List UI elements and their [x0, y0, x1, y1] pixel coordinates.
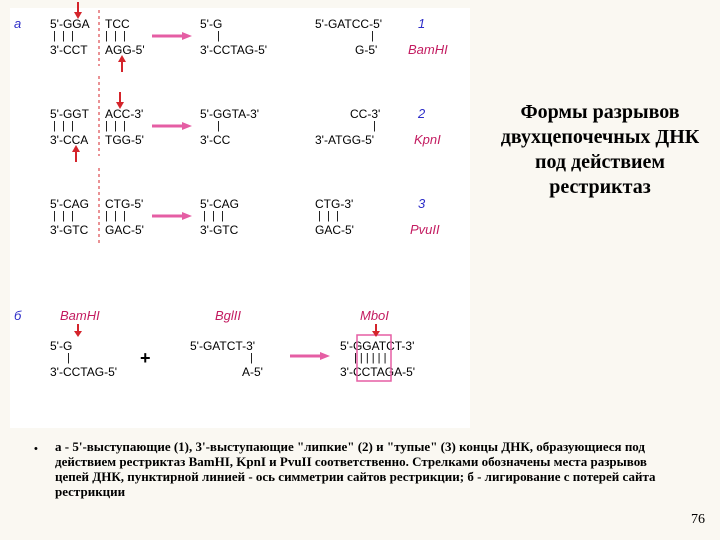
r1-harrow — [152, 30, 192, 42]
title: Формы разрывов двухцепочечных ДНК под де… — [500, 100, 700, 200]
r3-harrow — [152, 210, 192, 222]
r4-a1 — [70, 324, 86, 338]
r4-e1: BamHI — [60, 308, 100, 323]
r4-e2: BglII — [215, 308, 241, 323]
r3-r2: GAC-5' — [315, 224, 354, 236]
r4-a3 — [368, 324, 384, 338]
plus-sign: + — [140, 348, 151, 369]
r1-mbar: | — [217, 32, 220, 40]
label-b: б — [14, 308, 21, 323]
r1-r2: G-5' — [355, 44, 377, 56]
r1-arrow-down — [70, 2, 86, 20]
r1-arrow-up — [114, 54, 130, 72]
page-number: 76 — [691, 512, 705, 528]
r4-c2a: 5'-GATCT-3' — [190, 340, 255, 352]
r2-rbar: | — [373, 122, 376, 130]
r1-bl1: 3'-CCT — [50, 44, 88, 56]
r3-rbars: | | | — [318, 212, 339, 220]
r4-harrow — [290, 350, 330, 362]
r1-r1: 5'-GATCC-5' — [315, 18, 382, 30]
r2-arrow-down — [112, 92, 128, 110]
r4-box — [356, 334, 400, 382]
r2-harrow — [152, 120, 192, 132]
r1-m1: 5'-G — [200, 18, 222, 30]
r2-m2: 3'-CC — [200, 134, 230, 146]
r4-c2bar: | — [250, 354, 253, 362]
r2-enz: KpnI — [414, 132, 441, 147]
bullet-icon: • — [34, 443, 38, 455]
r2-num: 2 — [418, 106, 425, 121]
r1-num: 1 — [418, 16, 425, 31]
r1-dash — [95, 8, 115, 68]
r3-mbars: | | | — [203, 212, 224, 220]
r3-num: 3 — [418, 196, 425, 211]
r2-bars1: | | | — [53, 122, 74, 130]
r3-dash — [95, 168, 115, 244]
r2-mbar: | — [217, 122, 220, 130]
r2-r1: CC-3' — [350, 108, 380, 120]
r3-enz: PvuII — [410, 222, 440, 237]
r1-bars1: | | | — [53, 32, 74, 40]
r2-tl1: 5'-GGT — [50, 108, 89, 120]
r4-c1bar: | — [67, 354, 70, 362]
r3-bl1: 3'-GTC — [50, 224, 88, 236]
r2-r2: 3'-ATGG-5' — [315, 134, 374, 146]
r4-c1a: 5'-G — [50, 340, 72, 352]
diagram-area: а 5'-GGA TCC | | | | | | 3'-CCT AGG-5' 5… — [10, 8, 470, 428]
r1-m2: 3'-CCTAG-5' — [200, 44, 267, 56]
r4-e3: MboI — [360, 308, 389, 323]
r4-c2b: A-5' — [242, 366, 263, 378]
r3-bars1: | | | — [53, 212, 74, 220]
r1-rbar: | — [371, 32, 374, 40]
r2-arrow-up — [68, 144, 84, 162]
r1-enz: BamHI — [408, 42, 448, 57]
label-a: а — [14, 16, 21, 31]
r3-m2: 3'-GTC — [200, 224, 238, 236]
r4-c1b: 3'-CCTAG-5' — [50, 366, 117, 378]
caption: а - 5'-выступающие (1), 3'-выступающие "… — [55, 440, 675, 500]
r3-m1: 5'-CAG — [200, 198, 239, 210]
r3-tl1: 5'-CAG — [50, 198, 89, 210]
r3-r1: CTG-3' — [315, 198, 353, 210]
r2-dash — [95, 76, 115, 156]
r2-m1: 5'-GGTA-3' — [200, 108, 259, 120]
